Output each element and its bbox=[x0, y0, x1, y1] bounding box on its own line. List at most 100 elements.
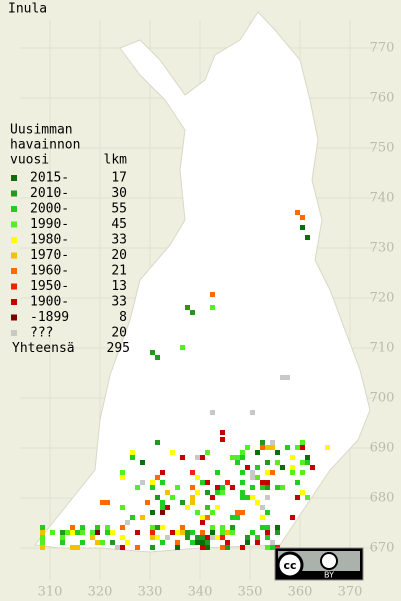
observation-square bbox=[300, 490, 305, 495]
observation-square bbox=[265, 485, 270, 490]
legend-swatch bbox=[11, 268, 17, 274]
observation-square bbox=[220, 530, 225, 535]
observation-square bbox=[190, 540, 195, 545]
observation-square bbox=[230, 455, 235, 460]
observation-square bbox=[200, 455, 205, 460]
observation-square bbox=[190, 495, 195, 500]
legend-label: 2010- bbox=[30, 186, 69, 201]
observation-square bbox=[60, 535, 65, 540]
observation-square bbox=[190, 500, 195, 505]
observation-square bbox=[160, 480, 165, 485]
x-grid-label: 370 bbox=[338, 585, 363, 600]
observation-square bbox=[200, 535, 205, 540]
observation-square bbox=[165, 505, 170, 510]
observation-square bbox=[220, 485, 225, 490]
observation-square bbox=[100, 540, 105, 545]
observation-square bbox=[160, 505, 165, 510]
observation-square bbox=[260, 480, 265, 485]
observation-square bbox=[155, 525, 160, 530]
observation-square bbox=[160, 540, 165, 545]
observation-square bbox=[230, 525, 235, 530]
observation-square bbox=[95, 525, 100, 530]
legend-count: 13 bbox=[111, 279, 127, 294]
observation-square bbox=[180, 500, 185, 505]
observation-square bbox=[285, 445, 290, 450]
observation-square bbox=[225, 540, 230, 545]
observation-square bbox=[305, 495, 310, 500]
y-grid-label: 730 bbox=[370, 241, 395, 256]
observations bbox=[40, 210, 330, 550]
observation-square bbox=[205, 545, 210, 550]
x-grid-label: 320 bbox=[88, 585, 113, 600]
legend-count: 30 bbox=[111, 186, 127, 201]
license-text: BY bbox=[324, 571, 334, 580]
observation-square bbox=[175, 485, 180, 490]
observation-square bbox=[310, 465, 315, 470]
observation-square bbox=[265, 530, 270, 535]
legend-swatch bbox=[11, 237, 17, 243]
y-grid-label: 700 bbox=[370, 391, 395, 406]
observation-square bbox=[300, 460, 305, 465]
legend-count: 33 bbox=[111, 295, 127, 310]
observation-square bbox=[220, 545, 225, 550]
observation-square bbox=[260, 505, 265, 510]
observation-square bbox=[200, 515, 205, 520]
legend-label: 1980- bbox=[30, 233, 69, 248]
legend-swatch bbox=[11, 221, 17, 228]
observation-square bbox=[70, 525, 75, 530]
observation-square bbox=[290, 455, 295, 460]
observation-square bbox=[90, 535, 95, 540]
observation-square bbox=[165, 535, 170, 540]
observation-square bbox=[130, 455, 135, 460]
observation-square bbox=[120, 470, 125, 475]
total-label: Yhteensä bbox=[12, 341, 75, 356]
observation-square bbox=[270, 470, 275, 475]
total-count: 295 bbox=[107, 341, 130, 356]
observation-square bbox=[190, 470, 195, 475]
observation-square bbox=[210, 305, 215, 310]
observation-square bbox=[255, 535, 260, 540]
x-grid-label: 350 bbox=[238, 585, 263, 600]
legend-label: 2015- bbox=[30, 171, 69, 186]
legend-count: 8 bbox=[119, 310, 127, 325]
observation-square bbox=[225, 530, 230, 535]
observation-square bbox=[40, 545, 45, 550]
observation-square bbox=[235, 515, 240, 520]
legend-swatch bbox=[11, 206, 17, 212]
observation-square bbox=[325, 445, 330, 450]
legend-swatch bbox=[11, 252, 17, 259]
observation-square bbox=[40, 535, 45, 540]
observation-square bbox=[135, 530, 140, 535]
legend-count: 33 bbox=[111, 233, 127, 248]
observation-square bbox=[225, 545, 230, 550]
y-grid-label: 750 bbox=[370, 141, 395, 156]
y-grid-label: 720 bbox=[370, 291, 395, 306]
observation-square bbox=[115, 545, 120, 550]
observation-square bbox=[240, 470, 245, 475]
observation-square bbox=[195, 455, 200, 460]
observation-square bbox=[175, 530, 180, 535]
observation-square bbox=[120, 505, 125, 510]
observation-square bbox=[265, 510, 270, 515]
by-icon bbox=[320, 552, 338, 570]
observation-square bbox=[250, 485, 255, 490]
observation-square bbox=[275, 450, 280, 455]
observation-square bbox=[160, 525, 165, 530]
observation-square bbox=[270, 440, 275, 445]
observation-square bbox=[270, 545, 275, 550]
y-grid-label: 680 bbox=[370, 491, 395, 506]
observation-square bbox=[60, 540, 65, 545]
observation-square bbox=[150, 510, 155, 515]
observation-square bbox=[210, 292, 215, 297]
observation-square bbox=[150, 535, 155, 540]
observation-square bbox=[300, 215, 305, 220]
observation-square bbox=[205, 450, 210, 455]
observation-square bbox=[255, 450, 260, 455]
observation-square bbox=[195, 540, 200, 545]
y-grid-label: 710 bbox=[370, 341, 395, 356]
observation-square bbox=[175, 545, 180, 550]
observation-square bbox=[280, 465, 285, 470]
x-grid-label: 310 bbox=[38, 585, 63, 600]
observation-square bbox=[185, 535, 190, 540]
